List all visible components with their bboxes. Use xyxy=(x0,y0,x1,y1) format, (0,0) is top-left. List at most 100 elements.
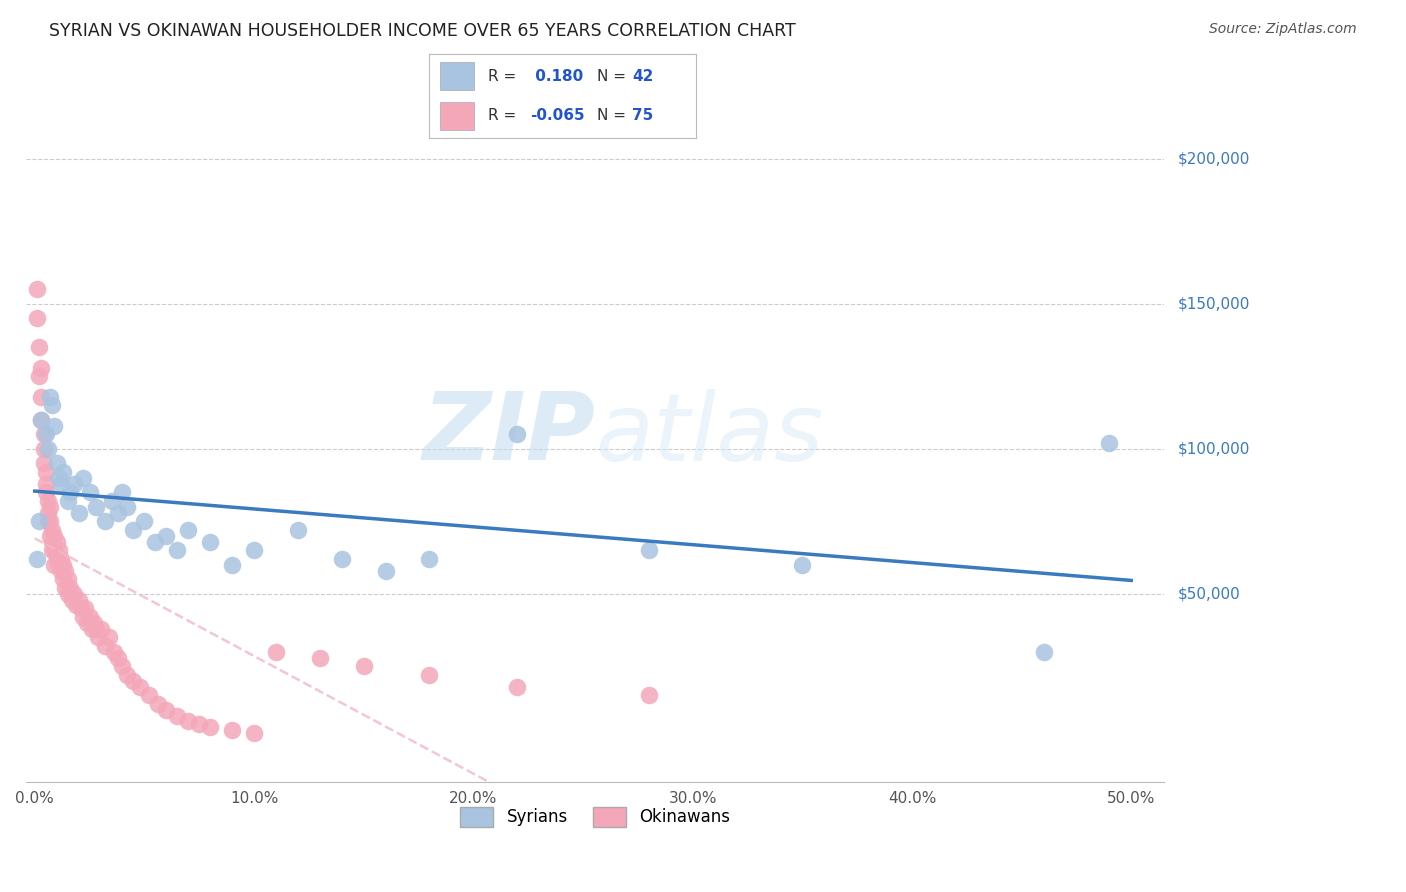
Point xyxy=(39,514,62,528)
Point xyxy=(198,534,221,549)
Point xyxy=(94,639,117,653)
Point xyxy=(506,427,529,442)
Point xyxy=(32,442,55,456)
Point xyxy=(48,543,70,558)
Point xyxy=(52,558,75,572)
Bar xyxy=(440,62,474,90)
Point xyxy=(188,717,211,731)
Point xyxy=(37,494,59,508)
Point xyxy=(374,564,396,578)
Point xyxy=(55,581,77,595)
Point xyxy=(44,418,66,433)
Point xyxy=(84,622,107,636)
Text: SYRIAN VS OKINAWAN HOUSEHOLDER INCOME OVER 65 YEARS CORRELATION CHART: SYRIAN VS OKINAWAN HOUSEHOLDER INCOME OV… xyxy=(49,22,796,40)
Point xyxy=(39,500,62,514)
Point xyxy=(418,668,440,682)
Point xyxy=(32,427,55,442)
Point xyxy=(221,558,243,572)
Text: $50,000: $50,000 xyxy=(1178,586,1240,601)
Point xyxy=(35,427,58,442)
Bar xyxy=(440,102,474,130)
Point xyxy=(44,529,66,543)
Text: R =: R = xyxy=(488,69,516,84)
Point xyxy=(84,500,107,514)
Point xyxy=(30,413,52,427)
Text: $100,000: $100,000 xyxy=(1178,442,1250,457)
Point xyxy=(134,514,156,528)
Point xyxy=(49,476,72,491)
Point xyxy=(44,543,66,558)
Point xyxy=(32,456,55,470)
Point xyxy=(69,601,91,615)
Point xyxy=(72,610,94,624)
Point xyxy=(25,311,48,326)
Point xyxy=(1032,645,1054,659)
Point xyxy=(166,708,188,723)
Point xyxy=(76,615,98,630)
Point xyxy=(56,494,79,508)
Point xyxy=(177,714,200,729)
Text: 42: 42 xyxy=(631,69,654,84)
Point xyxy=(37,514,59,528)
Point xyxy=(55,564,77,578)
Point xyxy=(75,601,97,615)
Point xyxy=(418,552,440,566)
Point xyxy=(1098,436,1121,450)
Point xyxy=(177,523,200,537)
Point xyxy=(30,360,52,375)
Point xyxy=(44,558,66,572)
Point xyxy=(56,573,79,587)
Point xyxy=(145,534,167,549)
Point xyxy=(67,506,90,520)
Point xyxy=(35,476,58,491)
Point xyxy=(308,650,330,665)
Point xyxy=(90,622,112,636)
Point xyxy=(166,543,188,558)
Point xyxy=(83,615,105,630)
Point xyxy=(100,494,122,508)
Point xyxy=(52,573,75,587)
Legend: Syrians, Okinawans: Syrians, Okinawans xyxy=(453,801,737,833)
Point xyxy=(155,529,177,543)
Point xyxy=(41,523,63,537)
Point xyxy=(28,514,51,528)
Point xyxy=(52,465,75,479)
Point xyxy=(198,720,221,734)
Point xyxy=(41,398,63,412)
Point xyxy=(221,723,243,738)
Point xyxy=(243,543,266,558)
Point xyxy=(63,587,86,601)
Point xyxy=(243,726,266,740)
Point xyxy=(287,523,309,537)
Point xyxy=(353,659,375,673)
Point xyxy=(79,485,101,500)
Point xyxy=(72,471,94,485)
Point xyxy=(138,689,160,703)
Point xyxy=(37,442,59,456)
Point xyxy=(506,680,529,694)
Point xyxy=(30,390,52,404)
Text: $200,000: $200,000 xyxy=(1178,152,1250,167)
Point xyxy=(41,534,63,549)
Point xyxy=(45,534,67,549)
Point xyxy=(637,689,659,703)
Point xyxy=(98,631,121,645)
Point xyxy=(63,476,86,491)
Point xyxy=(330,552,353,566)
Point xyxy=(25,282,48,296)
Point xyxy=(67,592,90,607)
Text: $150,000: $150,000 xyxy=(1178,296,1250,311)
Point xyxy=(25,552,48,566)
Text: N =: N = xyxy=(598,108,626,123)
Point xyxy=(59,485,82,500)
Point xyxy=(56,587,79,601)
Point xyxy=(94,514,117,528)
Point xyxy=(65,599,87,613)
Text: atlas: atlas xyxy=(595,389,824,480)
Point xyxy=(115,500,138,514)
Point xyxy=(30,413,52,427)
Point xyxy=(80,622,103,636)
Point xyxy=(107,506,129,520)
Point xyxy=(39,390,62,404)
Point xyxy=(35,465,58,479)
